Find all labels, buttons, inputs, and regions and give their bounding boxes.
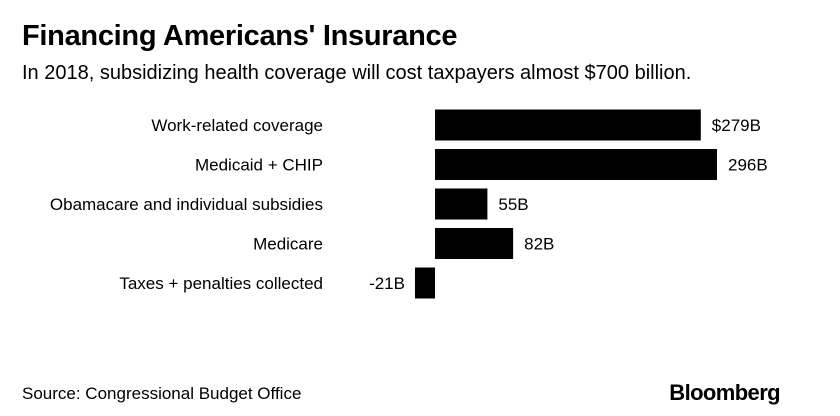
category-label: Taxes + penalties collected bbox=[119, 274, 323, 293]
chart-subtitle: In 2018, subsidizing health coverage wil… bbox=[22, 62, 692, 84]
bar-chart: Work-related coverage $279B Medicaid + CHI… bbox=[50, 109, 768, 299]
bar bbox=[414, 267, 435, 299]
bar bbox=[435, 188, 488, 220]
category-label: Work-related coverage bbox=[151, 116, 323, 135]
bloomberg-logo: Bloomberg bbox=[669, 380, 780, 405]
value-label: -21B bbox=[369, 274, 405, 293]
chart-title: Financing Americans' Insurance bbox=[22, 20, 458, 52]
value-label: 296B bbox=[728, 156, 768, 175]
bar bbox=[435, 228, 514, 259]
bar bbox=[435, 109, 701, 141]
value-label: 55B bbox=[498, 195, 528, 214]
category-label: Medicaid + CHIP bbox=[195, 156, 323, 175]
category-label: Obamacare and individual subsidies bbox=[50, 195, 323, 214]
bar bbox=[435, 149, 717, 180]
source-note: Source: Congressional Budget Office bbox=[22, 384, 302, 403]
category-label: Medicare bbox=[253, 235, 323, 254]
value-label: 82B bbox=[524, 235, 554, 254]
value-label: $279B bbox=[712, 116, 761, 135]
